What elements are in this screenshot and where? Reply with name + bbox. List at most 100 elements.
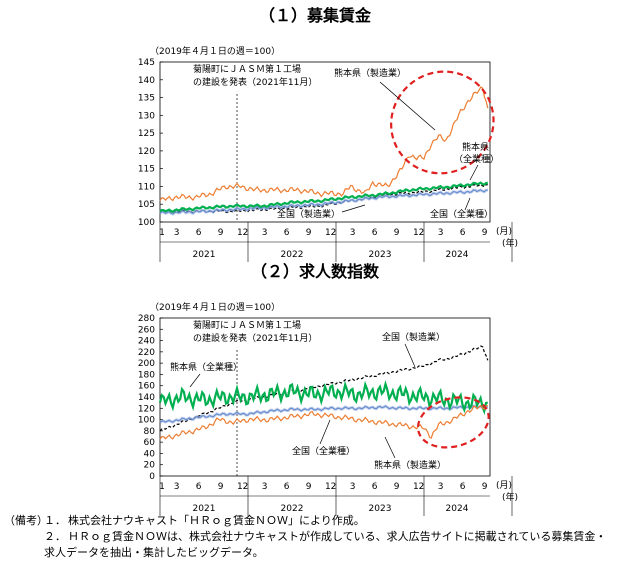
label-national-all: 全国（全業種） <box>430 208 493 220</box>
chart2-ytick: 40 <box>144 449 156 459</box>
chart2-title: （２）求人数指数 <box>250 262 379 281</box>
chart1-base-note: （2019年４月１日の週＝100） <box>150 45 280 57</box>
chart1-xtick: 12 <box>325 228 336 238</box>
series-national_all-halo <box>159 404 488 424</box>
note-1-num: １． <box>44 514 66 527</box>
chart2-ytick: 260 <box>138 325 155 335</box>
leader-national-all <box>464 197 471 211</box>
chart1-xtick: 1 <box>159 228 165 238</box>
label-national-all: 全国（全業種） <box>292 445 355 457</box>
chart2-ytick: 120 <box>138 404 155 414</box>
chart2-annotation-line: 菊陽町にＪＡＳＭ第１工場 <box>193 319 301 331</box>
chart1-ytick: 100 <box>138 218 155 228</box>
wage-chart: （2019年４月１日の週＝100）10010511011512012513013… <box>138 45 518 262</box>
chart2-xtick: 6 <box>284 482 290 492</box>
label-kumamoto-all-1: 熊本県 <box>462 141 489 153</box>
leader-national-mfg <box>341 204 366 213</box>
chart2-base-note: （2019年４月１日の週＝100） <box>150 301 280 313</box>
chart2-xtick: 9 <box>482 482 488 492</box>
chart2-xtick: 3 <box>350 482 356 492</box>
chart2-xtick: 6 <box>196 482 202 492</box>
chart2-ytick: 220 <box>138 348 155 358</box>
chart2-xtick: 9 <box>218 482 224 492</box>
chart2-xtick: 12 <box>325 482 336 492</box>
chart2-xtick: 6 <box>460 482 466 492</box>
chart2-ytick: 140 <box>138 393 155 403</box>
chart2-ytick: 80 <box>144 427 156 437</box>
label-kumamoto-all-2: （全業種） <box>454 153 499 165</box>
chart1-ytick: 145 <box>138 58 155 68</box>
leader-national-all <box>319 419 331 445</box>
series-national_all-halo <box>159 188 488 216</box>
chart1-ytick: 130 <box>138 111 155 121</box>
chart1-month-unit: (月) <box>496 226 512 237</box>
chart2-ytick: 100 <box>138 416 155 426</box>
series-national_mfg <box>159 345 489 432</box>
chart2-xtick: 9 <box>394 482 400 492</box>
leader-kumamoto-mfg <box>379 81 436 131</box>
note-2-text: ＨＲｏｇ賃金ＮＯＷは、株式会社ナウキャストが作成している、求人広告サイトに掲載さ… <box>68 530 607 543</box>
chart2-frame <box>159 317 491 477</box>
chart2-ytick: 280 <box>138 314 155 324</box>
series-kumamoto_all <box>159 181 488 214</box>
chart1-frame <box>159 61 491 223</box>
chart2-xtick: 12 <box>413 482 424 492</box>
label-national-mfg: 全国（製造業） <box>382 331 445 343</box>
chart1-xtick: 6 <box>284 228 290 238</box>
chart1-annotation-line: 菊陽町にＪＡＳＭ第１工場 <box>193 63 301 75</box>
chart1-xtick: 3 <box>438 228 444 238</box>
label-kumamoto-mfg: 熊本県（製造業） <box>334 67 406 79</box>
series-kumamoto_all <box>158 380 489 416</box>
chart2-ytick: 160 <box>138 382 155 392</box>
chart1-title: （１）募集賃金 <box>258 6 371 25</box>
leader-kumamoto-all <box>469 164 479 181</box>
chart1-ytick: 110 <box>138 182 155 192</box>
chart2-year-unit: (年) <box>502 491 518 503</box>
chart2-ytick: 20 <box>144 461 156 471</box>
leader-kumamoto-mfg <box>384 436 396 459</box>
chart1-xtick: 9 <box>306 228 312 238</box>
highlight-circle-1 <box>390 70 495 175</box>
chart2-ytick: 60 <box>144 438 156 448</box>
label-national-mfg: 全国（製造業） <box>277 208 340 220</box>
chart1-xtick: 9 <box>482 228 488 238</box>
chart1-year-label: 2023 <box>369 250 392 260</box>
chart1-ytick: 135 <box>138 94 155 104</box>
chart2-xtick: 6 <box>372 482 378 492</box>
chart2-xtick: 12 <box>237 482 248 492</box>
chart1-year-label: 2024 <box>446 250 469 260</box>
leader-kumamoto-all <box>189 373 201 388</box>
chart1-ytick: 140 <box>138 76 155 86</box>
chart1-year-unit: (年) <box>502 237 518 249</box>
chart2-ytick: 240 <box>138 337 155 347</box>
chart2-xtick: 1 <box>159 482 165 492</box>
chart1-ytick: 115 <box>138 165 155 175</box>
chart1-ytick: 125 <box>138 129 155 139</box>
chart1-ytick: 120 <box>138 147 155 157</box>
chart1-ytick: 105 <box>138 200 155 210</box>
note-2-num: ２． <box>44 530 66 543</box>
chart1-xtick: 3 <box>174 228 180 238</box>
chart1-xtick: 6 <box>372 228 378 238</box>
label-kumamoto-all: 熊本県（全業種） <box>170 361 242 373</box>
chart1-annotation-line: の建設を発表（2021年11月） <box>193 76 317 88</box>
chart2-xtick: 3 <box>438 482 444 492</box>
chart2-year-label: 2022 <box>281 504 304 514</box>
chart2-year-label: 2021 <box>193 504 216 514</box>
chart2-ytick: 0 <box>149 472 155 482</box>
notes-lead: （備考） <box>4 514 48 527</box>
chart2-xtick: 3 <box>262 482 268 492</box>
chart1-xtick: 12 <box>237 228 248 238</box>
chart1-xtick: 6 <box>460 228 466 238</box>
note-1-text: 株式会社ナウキャスト「ＨＲｏｇ賃金ＮＯＷ」により作成。 <box>68 514 365 527</box>
leader-national-mfg <box>404 343 416 368</box>
chart2-xtick: 3 <box>174 482 180 492</box>
series-kumamoto_mfg <box>159 86 489 202</box>
notes: （備考） １． 株式会社ナウキャスト「ＨＲｏｇ賃金ＮＯＷ」により作成。 ２． Ｈ… <box>4 513 630 561</box>
chart1-xtick: 9 <box>394 228 400 238</box>
chart1-year-label: 2022 <box>281 250 304 260</box>
label-kumamoto-mfg: 熊本県（製造業） <box>374 459 446 471</box>
chart2-ytick: 180 <box>138 370 155 380</box>
chart1-xtick: 9 <box>218 228 224 238</box>
